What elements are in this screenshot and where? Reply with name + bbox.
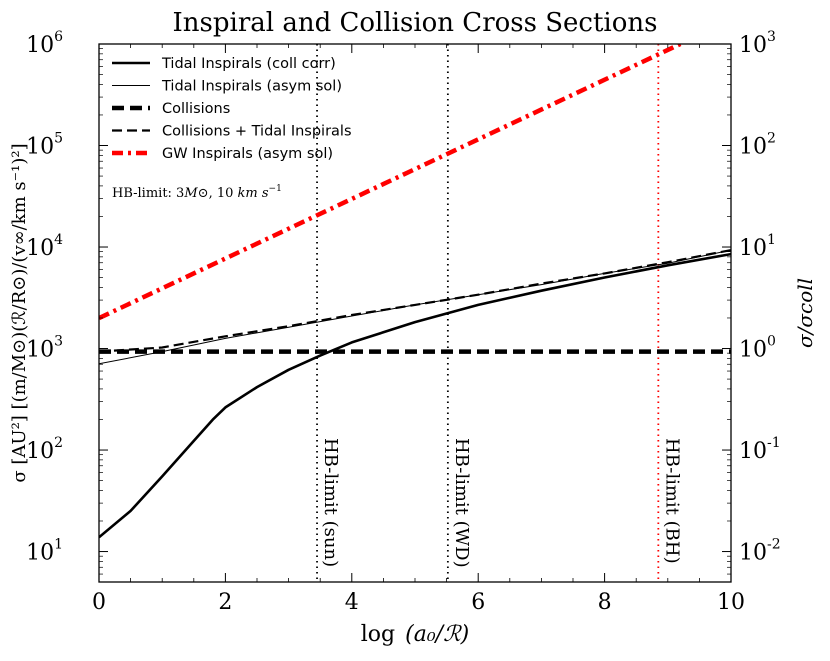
legend: Tidal Inspirals (coll corr) Tidal Inspira…	[112, 56, 352, 162]
plot-frame	[98, 43, 732, 583]
x-tick-label: 4	[345, 590, 359, 615]
hb-limit-label: HB-limit (BH)	[661, 438, 682, 564]
legend-label: Tidal Inspirals (coll corr)	[161, 56, 336, 72]
y-tick-label: 101	[26, 537, 63, 566]
y-tick-label: 106	[26, 29, 63, 58]
legend-label: Collisions + Tidal Inspirals	[162, 124, 352, 140]
legend-label: Tidal Inspirals (asym sol)	[161, 79, 342, 95]
y-tick-label: 105	[26, 131, 63, 160]
series-line	[99, 44, 682, 321]
series-layer: HB-limit (sun) HB-limit (WD) HB-limit (BH)	[99, 44, 731, 582]
y-right-tick-label: 100	[739, 334, 776, 363]
hb-limit-annotation: HB-limit: 3M⊙, 10 km s−1	[112, 184, 282, 201]
y-axis-label-right: σ/σcoll	[793, 278, 817, 348]
y-tick-label: 103	[26, 334, 63, 363]
y-right-tick-label: 103	[739, 29, 776, 58]
x-tick-label: 10	[717, 590, 745, 615]
ticks-layer: 0 2 4 6 8 10 101 102 103 104 105 106 10-2 10-1 100 101 1…	[26, 29, 781, 615]
x-tick-label: 0	[92, 590, 106, 615]
x-axis-label: log (a₀/ℛ)	[361, 622, 469, 647]
y-right-tick-label: 102	[739, 131, 776, 160]
hb-limit-label: HB-limit (WD)	[451, 438, 472, 568]
x-tick-label: 8	[598, 590, 612, 615]
x-tick-label: 6	[471, 590, 485, 615]
legend-label: Collisions	[162, 101, 230, 117]
y-right-tick-label: 10-1	[739, 435, 781, 464]
hb-limit-label: HB-limit (sun)	[320, 438, 341, 567]
y-right-tick-label: 10-2	[739, 537, 781, 566]
y-axis-label: σ [AU²] [(m/M⊙)(ℛ/R⊙)/(v∞/km s⁻¹)²]	[9, 143, 30, 482]
series-line	[99, 252, 731, 539]
chart-title: Inspiral and Collision Cross Sections	[173, 8, 658, 38]
y-tick-label: 104	[26, 232, 63, 261]
y-right-tick-label: 101	[739, 232, 776, 261]
y-tick-label: 102	[26, 435, 63, 464]
x-tick-label: 2	[218, 590, 232, 615]
legend-label: GW Inspirals (asym sol)	[162, 146, 333, 162]
series-line	[99, 249, 731, 353]
